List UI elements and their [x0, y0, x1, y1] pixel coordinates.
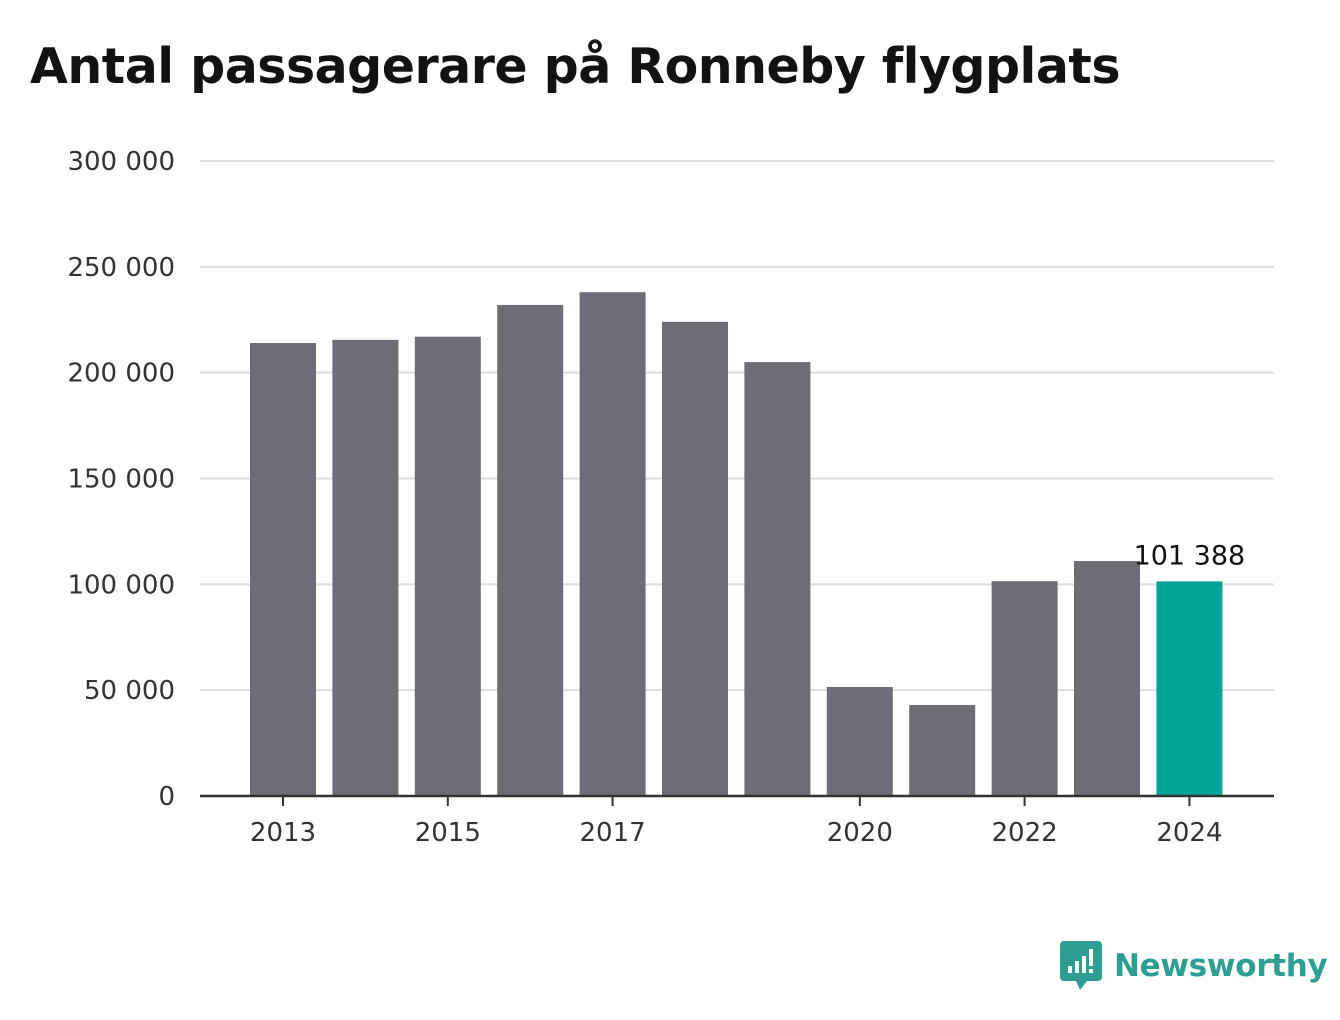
newsworthy-logo-icon [1060, 941, 1102, 990]
bar-2018 [662, 321, 728, 796]
bar-2022 [991, 581, 1058, 796]
bar-2020 [826, 686, 893, 796]
bars [250, 292, 1223, 796]
bar-2015 [414, 336, 481, 796]
brand-name: Newsworthy [1114, 948, 1328, 984]
bar-2023 [1074, 561, 1140, 796]
x-tick-label: 2024 [1156, 818, 1222, 848]
bar-2014 [332, 339, 399, 796]
bar-2017 [579, 292, 646, 796]
y-tick-label: 0 [158, 782, 175, 812]
y-tick-label: 50 000 [84, 676, 175, 706]
y-tick-label: 100 000 [67, 570, 175, 600]
y-axis-tick-labels: 0 50 000 100 000 150 000 200 000 250 000 300 0… [67, 147, 175, 812]
newsworthy-brand: Newsworthy [1060, 940, 1328, 992]
y-tick-label: 150 000 [67, 465, 175, 495]
bar-2021 [909, 704, 976, 796]
bar-chart: 0 50 000 100 000 150 000 200 000 250 000 300 0… [67, 147, 1274, 848]
bar-2019 [744, 362, 811, 796]
x-axis-ticks: 2013 2015 2017 2020 2022 2024 [250, 796, 1222, 848]
bar-2024 [1156, 581, 1223, 796]
chart-title: Antal passagerare på Ronneby flygplats [30, 38, 1121, 95]
bar-2013 [250, 343, 316, 796]
data-labels: 101 388 [1134, 540, 1246, 571]
x-tick-label: 2022 [992, 818, 1058, 848]
x-tick-label: 2020 [827, 818, 893, 848]
data-label-2024: 101 388 [1134, 540, 1246, 571]
y-tick-label: 200 000 [67, 359, 175, 389]
bar-2016 [497, 304, 564, 796]
x-tick-label: 2017 [580, 818, 646, 848]
x-tick-label: 2013 [250, 818, 316, 848]
y-tick-label: 250 000 [67, 253, 175, 283]
x-tick-label: 2015 [415, 818, 481, 848]
y-tick-label: 300 000 [67, 147, 175, 177]
